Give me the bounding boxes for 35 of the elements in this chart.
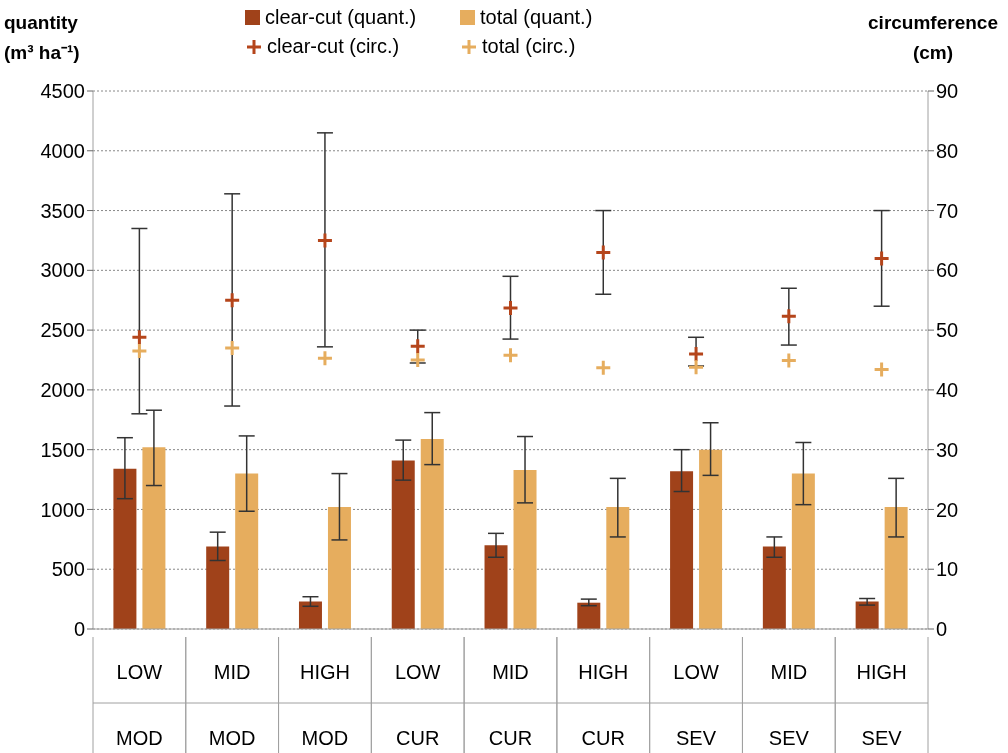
y2-axis-title: circumference (cm)	[867, 11, 999, 65]
y-tick-label: 1500	[40, 438, 85, 461]
category-label: LOW CUR	[394, 661, 441, 749]
y-tick-label: 0	[73, 618, 85, 641]
category-label: LOW MOD	[116, 661, 163, 749]
category-label: MID CUR	[488, 661, 533, 749]
legend-label: clear-cut (quant.)	[265, 6, 417, 29]
category-label: HIGH MOD	[299, 661, 350, 749]
y2-tick-label: 90	[936, 80, 959, 103]
category-label: MID MOD	[208, 661, 256, 749]
category-label: HIGH CUR	[578, 661, 629, 749]
y2-tick-label: 0	[936, 618, 948, 641]
y2-tick-label: 70	[936, 199, 959, 222]
y2-tick-label: 60	[936, 259, 959, 282]
category-label: LOW SEV	[673, 661, 719, 749]
legend-label: total (quant.)	[480, 6, 593, 29]
y-tick-label: 1000	[40, 498, 85, 521]
legend-label: clear-cut (circ.)	[267, 35, 400, 58]
y-tick-label: 3000	[40, 259, 85, 282]
y2-tick-label: 40	[936, 378, 959, 401]
legend-label: total (circ.)	[482, 35, 576, 58]
y-tick-label: 3500	[40, 199, 85, 222]
y2-tick-label: 80	[936, 139, 959, 162]
y-tick-label: 500	[51, 558, 85, 581]
y2-tick-label: 10	[936, 558, 959, 581]
y-tick-label: 4500	[40, 80, 85, 103]
y-tick-label: 4000	[40, 139, 85, 162]
y-tick-label: 2000	[40, 378, 85, 401]
y-tick-label: 2500	[40, 319, 85, 342]
y2-tick-label: 30	[936, 438, 959, 461]
category-label: MID SEV	[768, 661, 809, 749]
y2-tick-label: 50	[936, 319, 959, 342]
y2-tick-label: 20	[936, 498, 959, 521]
category-label: HIGH SEV	[856, 661, 907, 749]
y-axis-title: quantity (m³ ha⁻¹)	[4, 11, 81, 65]
